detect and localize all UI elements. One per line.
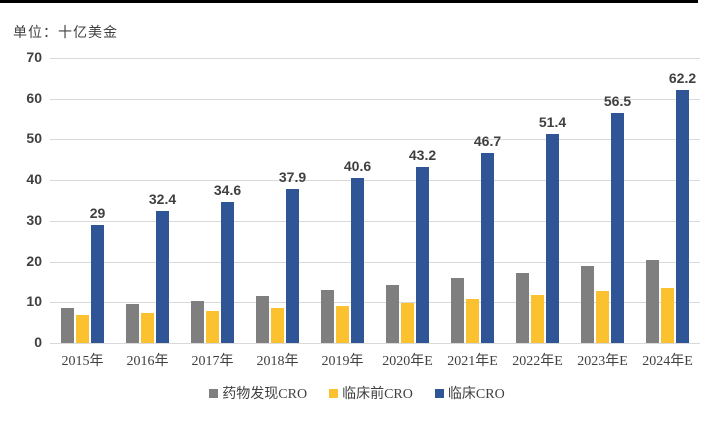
legend-label: 临床CRO (447, 387, 505, 402)
x-tick-label: 2024年E (642, 354, 693, 369)
bar-临床前CRO (531, 294, 544, 343)
bar-group-2019年: 40.6 (310, 58, 375, 343)
legend: 药物发现CRO 临床前CRO 临床CRO (0, 383, 714, 403)
gridline (50, 220, 700, 222)
bar-group-2021年E: 46.7 (440, 58, 505, 343)
x-axis: 2015年 2016年 2017年 2018年 2019年 2020年E 2021年E 202… (50, 350, 700, 370)
bar-药物发现CRO (191, 300, 204, 343)
bar-group-2018年: 37.9 (245, 58, 310, 343)
y-tick-label: 50 (26, 130, 42, 147)
y-tick-label: 70 (26, 49, 42, 65)
data-label: 34.6 (213, 182, 242, 199)
bar-药物发现CRO (516, 272, 529, 343)
data-label: 37.9 (278, 168, 307, 185)
bar-临床CRO: 40.6 (344, 158, 371, 343)
legend-label: 药物发现CRO (222, 387, 308, 402)
bar-临床前CRO (76, 315, 89, 343)
bar-药物发现CRO (126, 304, 139, 343)
x-tick-label: 2015年 (61, 354, 104, 369)
gridline (50, 139, 700, 141)
legend-item-临床CRO: 临床CRO (434, 383, 505, 403)
gridline (50, 98, 700, 100)
data-label: 32.4 (148, 191, 177, 208)
y-tick-label: 20 (26, 252, 42, 269)
x-tick-label: 2016年 (126, 354, 169, 369)
bar-临床CRO: 34.6 (214, 182, 241, 343)
bar-药物发现CRO (646, 259, 659, 343)
y-tick-label: 10 (26, 293, 42, 310)
bar-临床CRO: 32.4 (149, 191, 176, 343)
data-label: 43.2 (408, 147, 437, 164)
gridline (50, 261, 700, 263)
data-label: 56.5 (603, 92, 632, 109)
x-tick-label: 2017年 (191, 354, 234, 369)
bar-group-2015年: 29 (50, 58, 115, 343)
bar-药物发现CRO (451, 277, 464, 343)
bar-临床前CRO (466, 299, 479, 343)
x-tick-label: 2020年E (382, 354, 433, 369)
x-tick-label: 2018年 (256, 354, 299, 369)
legend-swatch-icon (434, 388, 444, 398)
bar-group-2023年E: 56.5 (570, 58, 635, 343)
data-label: 51.4 (538, 113, 567, 130)
legend-item-药物发现CRO: 药物发现CRO (209, 383, 307, 403)
y-axis: 70 60 50 40 30 20 10 0 (0, 49, 42, 350)
bar-groups: 29 32.4 34.6 37.9 40.6 43.2 46.7 51.4 56.5 62.2 (50, 58, 700, 343)
legend-label: 临床前CRO (342, 387, 413, 402)
unit-label: 单位：十亿美金 (13, 26, 118, 41)
gridline (50, 58, 700, 59)
bar-临床CRO: 37.9 (279, 169, 306, 343)
bar-group-2017年: 34.6 (180, 58, 245, 343)
bar-group-2022年E: 51.4 (505, 58, 570, 343)
bar-临床前CRO (401, 302, 414, 343)
bar-药物发现CRO (581, 266, 594, 343)
bar-临床CRO: 62.2 (669, 70, 696, 343)
bar-临床前CRO (596, 291, 609, 343)
legend-swatch-icon (329, 388, 339, 398)
top-divider-line (0, 0, 698, 3)
gridline (50, 180, 700, 182)
x-tick-label: 2019年 (321, 354, 364, 369)
bar-临床前CRO (336, 305, 349, 343)
y-tick-label: 40 (26, 171, 42, 188)
bar-临床CRO: 29 (90, 205, 105, 343)
bar-临床前CRO (271, 308, 284, 343)
y-tick-label: 60 (26, 89, 42, 106)
x-tick-label: 2021年E (447, 354, 498, 369)
bar-group-2020年E: 43.2 (375, 58, 440, 343)
plot-area (50, 58, 700, 344)
bar-临床前CRO (661, 287, 674, 343)
bar-group-2024年E: 62.2 (635, 58, 700, 343)
bar-临床前CRO (141, 313, 154, 343)
gridline (50, 302, 700, 304)
legend-swatch-icon (209, 388, 219, 398)
legend-item-临床前CRO: 临床前CRO (329, 383, 413, 403)
data-label: 46.7 (473, 132, 502, 149)
bar-药物发现CRO (386, 284, 399, 343)
bar-临床CRO: 46.7 (474, 133, 501, 343)
data-label: 40.6 (343, 157, 372, 174)
bar-药物发现CRO (256, 296, 269, 343)
bar-临床CRO: 51.4 (539, 114, 566, 343)
y-tick-label: 0 (34, 334, 42, 350)
bar-临床前CRO (206, 310, 219, 343)
bar-药物发现CRO (321, 289, 334, 343)
gridline (50, 343, 700, 344)
x-tick-label: 2022年E (512, 354, 563, 369)
bar-group-2016年: 32.4 (115, 58, 180, 343)
data-label: 29 (89, 204, 106, 221)
x-tick-label: 2023年E (577, 354, 628, 369)
bar-临床CRO: 56.5 (604, 93, 631, 343)
bar-药物发现CRO (61, 308, 74, 343)
data-label: 62.2 (668, 69, 697, 86)
y-tick-label: 30 (26, 211, 42, 228)
bar-临床CRO: 43.2 (409, 147, 436, 343)
